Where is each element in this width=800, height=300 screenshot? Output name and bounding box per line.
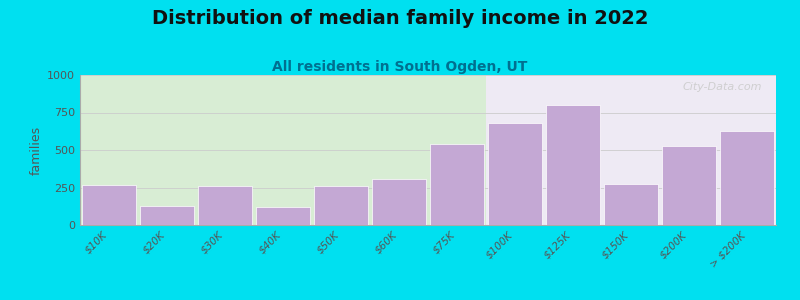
Text: All residents in South Ogden, UT: All residents in South Ogden, UT: [272, 60, 528, 74]
Bar: [198, 186, 252, 225]
Bar: [80, 75, 486, 225]
Bar: [430, 144, 484, 225]
Y-axis label: families: families: [30, 125, 43, 175]
Bar: [314, 186, 368, 225]
Bar: [662, 146, 716, 225]
Text: Distribution of median family income in 2022: Distribution of median family income in …: [152, 9, 648, 28]
Bar: [546, 105, 600, 225]
Bar: [82, 184, 136, 225]
Bar: [256, 207, 310, 225]
Bar: [720, 130, 774, 225]
Bar: [488, 123, 542, 225]
Bar: [140, 206, 194, 225]
Bar: [372, 178, 426, 225]
Text: City-Data.com: City-Data.com: [682, 82, 762, 92]
Bar: [604, 184, 658, 225]
